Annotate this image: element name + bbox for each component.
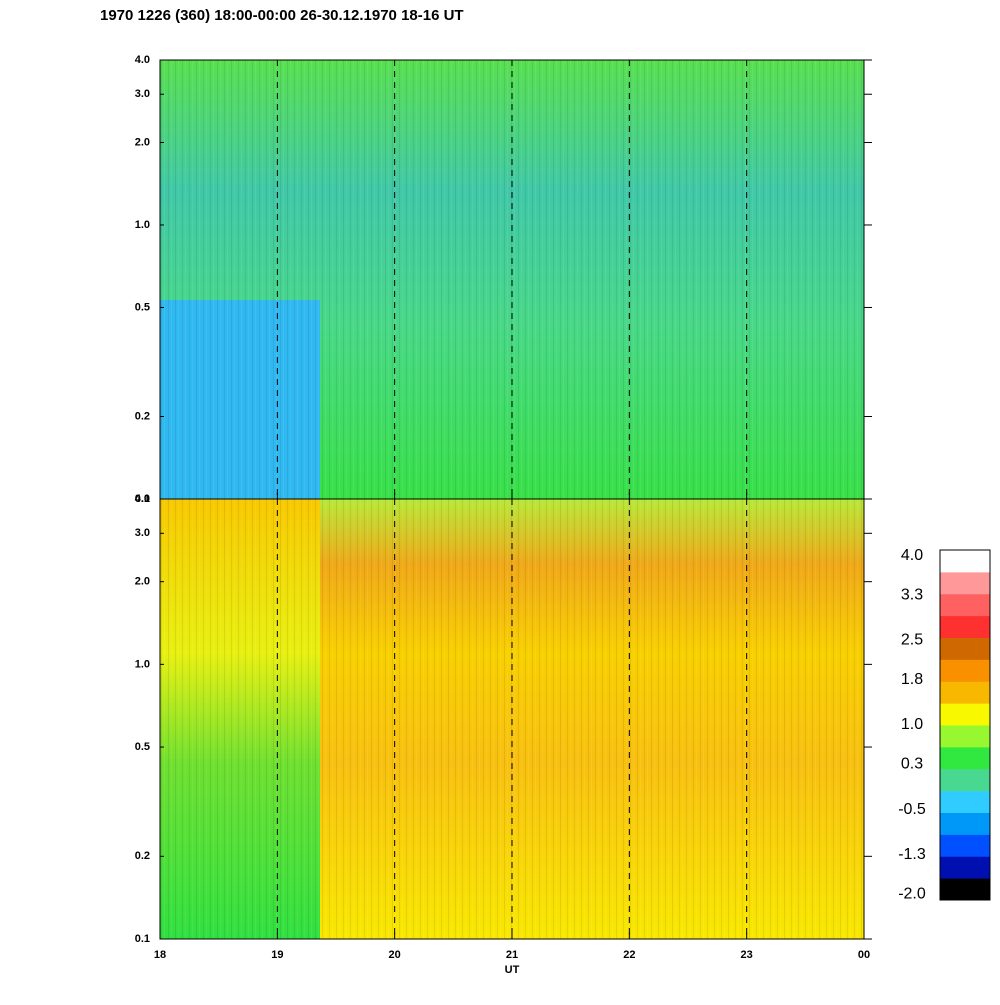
y-tick-label: 4.0 bbox=[135, 54, 150, 66]
x-axis-label: UT bbox=[505, 964, 520, 976]
colorbar-tick-label: -1.3 bbox=[898, 846, 926, 863]
colorbar-swatch bbox=[940, 703, 990, 726]
y-tick-label: 2.0 bbox=[135, 136, 150, 148]
y-tick-label: 1.0 bbox=[135, 658, 150, 670]
colorbar-swatch bbox=[940, 571, 990, 595]
y-tick-label: 0.2 bbox=[135, 410, 150, 422]
colorbar-swatch bbox=[940, 659, 990, 682]
y-tick-label: 1.0 bbox=[135, 219, 150, 231]
colorbar-swatch bbox=[940, 593, 990, 617]
y-tick-label: 4.0 bbox=[135, 493, 150, 505]
y-tick-label: 0.5 bbox=[135, 301, 150, 313]
colorbar-tick-label: 0.3 bbox=[901, 756, 923, 773]
y-tick-label: 0.5 bbox=[135, 741, 150, 753]
colorbar-tick-label: -2.0 bbox=[898, 886, 926, 903]
x-tick-label: 21 bbox=[506, 949, 518, 961]
colorbar-swatch bbox=[940, 768, 990, 792]
colorbar-swatch bbox=[940, 856, 990, 879]
colorbar-swatch bbox=[940, 681, 990, 704]
y-tick-label: 2.0 bbox=[135, 576, 150, 588]
chart-title: 1970 1226 (360) 18:00-00:00 26-30.12.197… bbox=[100, 7, 464, 24]
colorbar-swatch bbox=[940, 746, 990, 770]
y-tick-label: 3.0 bbox=[135, 527, 150, 539]
y-tick-label: 3.0 bbox=[135, 88, 150, 100]
y-tick-label: 0.1 bbox=[135, 493, 150, 505]
colorbar-swatch bbox=[940, 615, 990, 638]
x-tick-label: 23 bbox=[741, 949, 753, 961]
colorbar-frame bbox=[939, 549, 991, 901]
colorbar-swatch bbox=[940, 725, 990, 748]
colorbar-swatch bbox=[940, 878, 990, 901]
colorbar-tick-label: 3.3 bbox=[901, 586, 923, 603]
plot-frame bbox=[159, 498, 865, 940]
y-tick-label: 0.1 bbox=[135, 933, 150, 945]
x-tick-label: 22 bbox=[623, 949, 635, 961]
y-tick-label: 0.2 bbox=[135, 850, 150, 862]
colorbar-tick-label: 2.5 bbox=[901, 632, 923, 649]
colorbar-swatch bbox=[940, 550, 990, 573]
colorbar-tick-label: 4.0 bbox=[901, 547, 923, 564]
spectrogram-top bbox=[160, 60, 864, 499]
colorbar-swatch bbox=[940, 637, 990, 660]
colorbar-tick-label: 1.0 bbox=[901, 716, 923, 733]
x-tick-label: 18 bbox=[154, 949, 166, 961]
colorbar-swatch bbox=[940, 834, 990, 857]
x-tick-label: 00 bbox=[858, 949, 870, 961]
colorbar-tick-label: 1.8 bbox=[901, 671, 923, 688]
colorbar-tick-label: -0.5 bbox=[898, 801, 926, 818]
x-tick-label: 19 bbox=[271, 949, 283, 961]
colorbar-swatch bbox=[940, 790, 990, 813]
colorbar-swatch bbox=[940, 812, 990, 835]
x-tick-label: 20 bbox=[389, 949, 401, 961]
